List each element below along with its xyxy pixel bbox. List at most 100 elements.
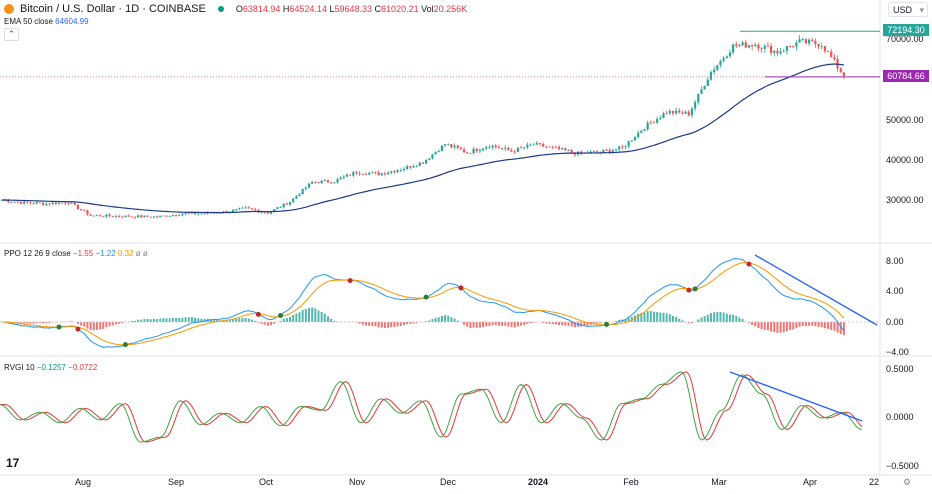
- ppo-histogram-bar: [168, 318, 171, 322]
- candle-body: [469, 152, 472, 154]
- ppo-histogram-bar: [190, 316, 193, 322]
- candle-body: [279, 207, 282, 208]
- candle-body: [314, 181, 317, 183]
- ppo-histogram-bar: [808, 322, 811, 326]
- ppo-histogram-bar: [111, 322, 114, 326]
- candle-body: [342, 176, 345, 178]
- candle-body: [751, 45, 754, 47]
- ppo-histogram-bar: [583, 322, 586, 327]
- candle-body: [425, 159, 428, 164]
- ppo-histogram-bar: [412, 322, 415, 324]
- ppo-histogram-bar: [488, 322, 491, 326]
- ppo-histogram-bar: [197, 318, 200, 322]
- candle-body: [89, 214, 92, 216]
- candle-body: [709, 72, 713, 80]
- ppo-histogram-bar: [649, 310, 652, 322]
- ppo-histogram-bar: [728, 314, 731, 322]
- candle-body: [668, 110, 671, 114]
- currency-select[interactable]: USD ▾: [888, 2, 928, 17]
- ppo-histogram-bar: [175, 317, 178, 322]
- ppo-histogram-bar: [380, 322, 383, 328]
- candle-body: [532, 144, 535, 146]
- ppo-histogram-bar: [754, 322, 757, 327]
- candle-body: [779, 51, 782, 54]
- candle-body: [766, 45, 770, 47]
- ppo-histogram-bar: [839, 322, 842, 334]
- ppo-histogram-bar: [149, 319, 152, 322]
- ppo-histogram-bar: [529, 322, 532, 324]
- ppo-histogram-bar: [561, 322, 564, 326]
- candle-body: [13, 201, 16, 203]
- candle-body: [671, 110, 675, 114]
- ppo-bullish-cross-dot: [278, 312, 284, 318]
- ppo-histogram-bar: [719, 312, 722, 322]
- candle-body: [706, 79, 709, 87]
- candle-body: [368, 173, 371, 175]
- candle-body: [102, 216, 105, 218]
- candle-body: [602, 149, 605, 153]
- ppo-histogram-bar: [823, 322, 826, 329]
- rvgi-legend[interactable]: RVGI 10 −0.1257 −0.0722: [4, 363, 98, 372]
- ppo-histogram-bar: [690, 322, 693, 324]
- candle-body: [456, 145, 459, 148]
- candle-body: [155, 216, 159, 218]
- candle-body: [703, 86, 706, 90]
- ppo-trendline: [754, 254, 878, 326]
- ppo-histogram-bar: [159, 318, 162, 322]
- candle-body: [807, 39, 811, 44]
- ppo-bullish-cross-dot: [122, 342, 128, 348]
- ppo-legend[interactable]: PPO 12 26 9 close −1.55 −1.22 0.32 ø ø: [4, 249, 148, 258]
- ppo-histogram-bar: [814, 322, 817, 327]
- ppo-histogram-bar: [516, 322, 519, 327]
- ppo-histogram-bar: [241, 317, 244, 322]
- candle-body: [238, 208, 241, 209]
- candle-body: [801, 39, 804, 40]
- candle-body: [146, 215, 149, 217]
- ppo-histogram-bar: [282, 318, 285, 322]
- ema-legend[interactable]: EMA 50 close 64604.99: [4, 17, 89, 26]
- settings-gear-icon[interactable]: ⚙: [902, 477, 912, 487]
- x-tick: 2024: [527, 477, 549, 487]
- ppo-histogram-bar: [273, 322, 276, 324]
- candle-body: [637, 132, 640, 138]
- candle-body: [127, 215, 130, 217]
- ppo-histogram-bar: [374, 322, 377, 327]
- ppo-histogram-bar: [469, 322, 472, 328]
- ppo-histogram-bar: [298, 312, 301, 322]
- candle-body: [45, 203, 48, 205]
- candle-body: [627, 141, 630, 147]
- candle-body: [611, 150, 614, 153]
- candle-body: [630, 140, 633, 142]
- candle-body: [633, 137, 637, 141]
- ppo-histogram-bar: [86, 322, 89, 329]
- ppo-histogram-bar: [722, 312, 725, 322]
- ppo-histogram-bar: [485, 322, 488, 327]
- candle-body: [184, 213, 187, 215]
- candle-body: [38, 202, 42, 204]
- symbol-title[interactable]: Bitcoin / U.S. Dollar · 1D · COINBASE: [20, 3, 206, 15]
- candle-body: [523, 147, 526, 149]
- rvgi-line: [0, 371, 863, 443]
- ppo-histogram-bar: [700, 317, 703, 322]
- ppo-bullish-cross-dot: [56, 324, 62, 330]
- ppo-histogram-bar: [383, 322, 386, 329]
- candle-body: [564, 148, 567, 151]
- ppo-histogram-bar: [184, 317, 187, 322]
- ppo-histogram-bar: [314, 308, 317, 322]
- candle-body: [292, 198, 295, 203]
- ppo-histogram-bar: [798, 322, 801, 327]
- tradingview-logo: 17: [6, 456, 20, 470]
- candle-body: [345, 174, 349, 177]
- collapse-legend-button[interactable]: ⌃: [4, 28, 19, 41]
- ppo-histogram-bar: [70, 321, 73, 322]
- candle-body: [73, 202, 76, 205]
- ppo-bearish-cross-dot: [347, 278, 353, 284]
- candle-body: [447, 144, 450, 145]
- ppo-histogram-bar: [16, 322, 19, 324]
- ppo-histogram-bar: [833, 322, 836, 331]
- candle-body: [57, 202, 61, 205]
- ppo-histogram-bar: [270, 322, 273, 326]
- candle-body: [10, 201, 13, 203]
- ppo-histogram-bar: [542, 322, 545, 323]
